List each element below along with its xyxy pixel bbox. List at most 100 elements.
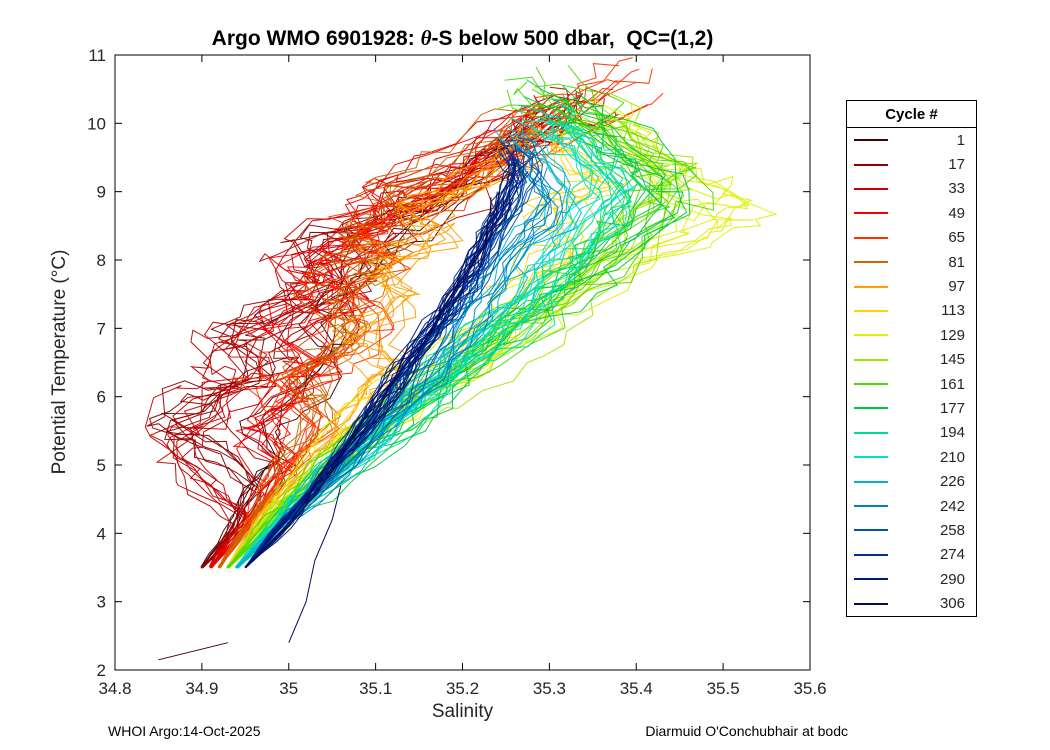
legend-entry-label: 49 <box>948 204 965 222</box>
legend-entry-label: 290 <box>939 570 965 588</box>
plot-lines <box>144 57 778 661</box>
profile-line <box>226 143 533 568</box>
x-tick-label: 34.9 <box>185 679 218 698</box>
legend-entry-cycle-210: 210 <box>847 445 976 469</box>
y-tick-label: 10 <box>87 114 106 133</box>
legend-entry-label: 161 <box>939 375 965 393</box>
profile-line <box>237 98 688 569</box>
y-tick-label: 5 <box>97 456 106 475</box>
legend-entry-cycle-1: 1 <box>847 128 976 152</box>
y-tick-label: 7 <box>97 319 106 338</box>
y-tick-label: 9 <box>97 183 106 202</box>
y-tick-label: 8 <box>97 251 106 270</box>
legend-entry-cycle-49: 49 <box>847 201 976 225</box>
legend-line-sample <box>854 383 888 386</box>
legend-entry-cycle-129: 129 <box>847 323 976 347</box>
series-cycle-33 <box>144 86 619 569</box>
legend-entry-cycle-97: 97 <box>847 274 976 298</box>
y-tick-label: 4 <box>97 524 106 543</box>
legend-entries: 1 17 33 49 65 81 97 113 129 145 161 177 194 210 226 242… <box>847 128 976 616</box>
legend: Cycle # 1 17 33 49 65 81 97 113 129 145 161 177 194 2… <box>846 100 977 617</box>
profile-line <box>226 129 579 568</box>
profile-line <box>236 105 684 569</box>
legend-line-sample <box>854 578 888 581</box>
legend-title: Cycle # <box>847 101 976 128</box>
profile-line <box>210 96 552 569</box>
legend-line-sample <box>854 456 888 459</box>
profile-line <box>245 171 529 568</box>
legend-entry-cycle-17: 17 <box>847 152 976 176</box>
legend-line-sample <box>854 553 888 556</box>
profile-line <box>244 195 505 568</box>
profile-line <box>245 162 544 568</box>
profile-line <box>245 203 511 568</box>
profile-line <box>235 122 625 568</box>
legend-line-sample <box>854 187 888 190</box>
chart-title-prefix: Argo WMO 6901928: <box>211 27 421 50</box>
profile-line <box>226 89 714 567</box>
profile-line <box>226 104 697 569</box>
legend-entry-label: 274 <box>939 546 965 564</box>
legend-entry-cycle-33: 33 <box>847 177 976 201</box>
legend-entry-cycle-258: 258 <box>847 518 976 542</box>
profile-line <box>155 113 619 567</box>
legend-entry-label: 177 <box>939 399 965 417</box>
legend-line-sample <box>854 602 888 605</box>
legend-entry-cycle-161: 161 <box>847 372 976 396</box>
legend-entry-label: 194 <box>939 424 965 442</box>
attribution-left: WHOI Argo:14-Oct-2025 <box>108 723 261 739</box>
profile-line <box>158 642 229 661</box>
legend-entry-cycle-65: 65 <box>847 226 976 250</box>
profile-line <box>237 85 691 569</box>
legend-line-sample <box>854 480 888 483</box>
legend-entry-label: 97 <box>948 278 965 296</box>
legend-entry-cycle-290: 290 <box>847 567 976 591</box>
legend-entry-label: 113 <box>941 302 965 320</box>
profile-line <box>219 103 546 569</box>
legend-line-sample <box>854 529 888 532</box>
series-cycle-306 <box>244 191 514 643</box>
y-tick-label: 11 <box>88 46 106 65</box>
legend-line-sample <box>854 261 888 264</box>
legend-line-sample <box>854 431 888 434</box>
legend-entry-cycle-81: 81 <box>847 250 976 274</box>
x-axis-label: Salinity <box>431 701 494 722</box>
profile-line <box>217 79 619 568</box>
profile-line <box>288 485 342 643</box>
profile-line <box>176 93 611 568</box>
legend-entry-label: 210 <box>939 448 965 466</box>
profile-line <box>235 125 552 568</box>
legend-line-sample <box>854 407 888 410</box>
x-tick-label: 34.8 <box>98 679 131 698</box>
legend-entry-label: 1 <box>956 131 965 149</box>
legend-entry-cycle-226: 226 <box>847 469 976 493</box>
profile-line <box>244 157 516 568</box>
y-tick-label: 6 <box>97 388 106 407</box>
legend-entry-cycle-113: 113 <box>847 299 976 323</box>
x-tick-label: 35.6 <box>793 679 826 698</box>
chart-title-suffix: -S below 500 dbar, QC=(1,2) <box>431 27 714 50</box>
legend-line-sample <box>854 236 888 239</box>
x-tick-label: 35.4 <box>620 679 653 698</box>
chart-title: Argo WMO 6901928: θ-S below 500 dbar, QC… <box>115 26 810 51</box>
y-tick-label: 2 <box>97 661 106 680</box>
legend-line-sample <box>854 334 888 337</box>
legend-line-sample <box>854 212 888 215</box>
profile-line <box>167 91 583 567</box>
legend-line-sample <box>854 505 888 508</box>
legend-entry-label: 129 <box>939 326 965 344</box>
legend-entry-label: 81 <box>948 253 965 271</box>
legend-line-sample <box>854 309 888 312</box>
profile-line <box>218 121 570 568</box>
legend-entry-label: 306 <box>939 595 965 613</box>
legend-entry-label: 258 <box>939 521 965 539</box>
legend-entry-label: 145 <box>939 351 965 369</box>
legend-entry-cycle-177: 177 <box>847 396 976 420</box>
profile-line <box>217 108 537 569</box>
legend-entry-cycle-274: 274 <box>847 543 976 567</box>
y-axis-label: Potential Temperature (°C) <box>49 249 70 475</box>
legend-entry-cycle-194: 194 <box>847 421 976 445</box>
x-tick-label: 35.2 <box>446 679 479 698</box>
